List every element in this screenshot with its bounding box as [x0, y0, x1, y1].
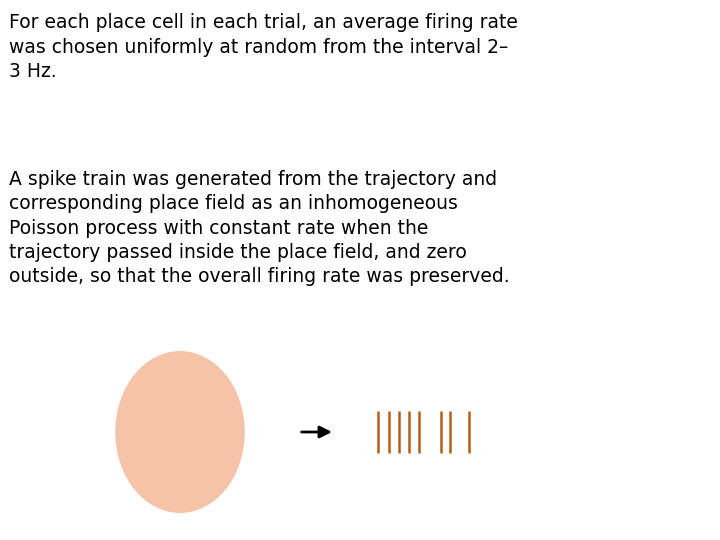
Text: A spike train was generated from the trajectory and
corresponding place field as: A spike train was generated from the tra… [9, 170, 509, 286]
Ellipse shape [115, 351, 245, 513]
Text: For each place cell in each trial, an average firing rate
was chosen uniformly a: For each place cell in each trial, an av… [9, 14, 518, 81]
